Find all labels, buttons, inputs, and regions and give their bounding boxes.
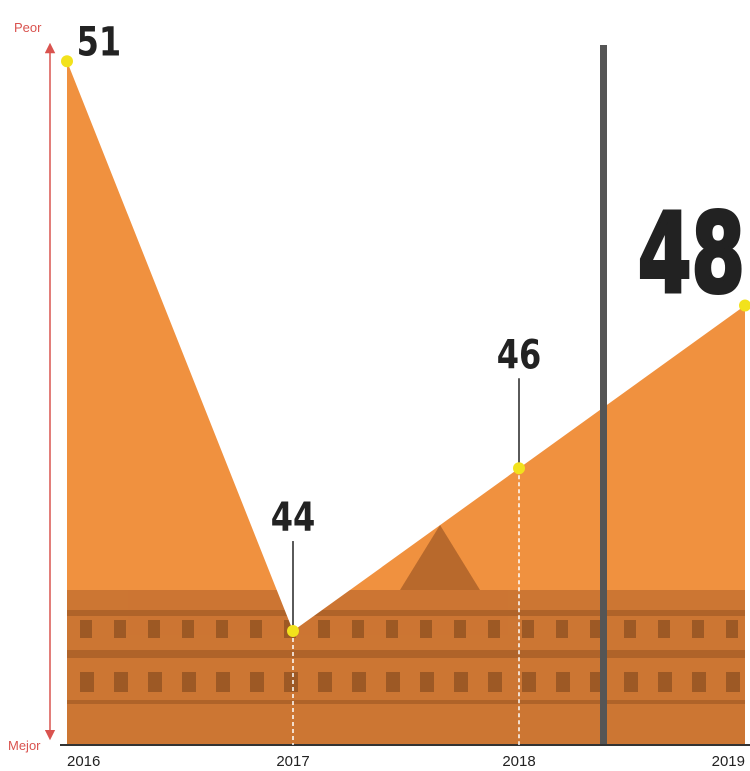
window <box>624 672 638 692</box>
window <box>692 672 706 692</box>
window <box>250 620 262 638</box>
window <box>420 620 432 638</box>
window <box>488 672 502 692</box>
window <box>250 672 264 692</box>
value-label: 48 <box>638 191 745 318</box>
x-tick-label: 2019 <box>712 753 745 770</box>
window <box>182 620 194 638</box>
window <box>114 620 126 638</box>
window <box>556 620 568 638</box>
window <box>216 620 228 638</box>
window <box>658 620 670 638</box>
window <box>556 672 570 692</box>
window <box>726 620 738 638</box>
window <box>522 672 536 692</box>
window <box>114 672 128 692</box>
x-tick-label: 2018 <box>502 753 535 770</box>
window <box>386 672 400 692</box>
window <box>454 672 468 692</box>
window <box>692 620 704 638</box>
window <box>80 620 92 638</box>
window <box>318 672 332 692</box>
value-label: 44 <box>271 493 316 540</box>
window <box>182 672 196 692</box>
value-label: 46 <box>497 331 542 378</box>
window <box>624 620 636 638</box>
window <box>318 620 330 638</box>
point <box>513 462 525 474</box>
window <box>148 620 160 638</box>
flag-pole <box>600 45 607 745</box>
chart: Peor Mejor 51 44 46 48 2016 2017 2018 2019 <box>0 0 750 771</box>
value-label: 51 <box>77 18 122 65</box>
point <box>61 55 73 67</box>
window <box>522 620 534 638</box>
window <box>148 672 162 692</box>
window <box>80 672 94 692</box>
x-tick-label: 2016 <box>67 753 100 770</box>
top-label: Peor <box>14 20 42 35</box>
window <box>420 672 434 692</box>
window <box>488 620 500 638</box>
window <box>726 672 740 692</box>
window <box>352 672 366 692</box>
window <box>658 672 672 692</box>
window <box>454 620 466 638</box>
bottom-label: Mejor <box>8 738 41 753</box>
x-tick-label: 2017 <box>276 753 309 770</box>
point <box>287 625 299 637</box>
window <box>216 672 230 692</box>
window <box>284 672 298 692</box>
window <box>386 620 398 638</box>
window <box>352 620 364 638</box>
